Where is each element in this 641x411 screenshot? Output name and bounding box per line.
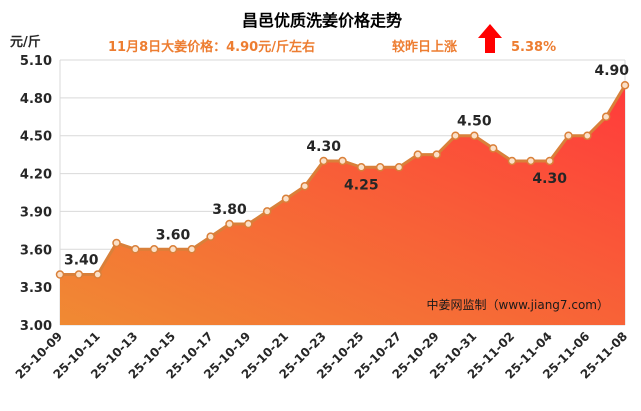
data-point xyxy=(601,112,611,122)
data-point xyxy=(470,131,479,140)
data-point xyxy=(583,131,592,140)
data-label: 4.30 xyxy=(306,139,341,155)
data-point xyxy=(545,156,554,166)
data-label: 3.80 xyxy=(212,202,247,218)
chart-title: 昌邑优质洗姜价格走势 xyxy=(242,11,402,30)
change-value: 5.38% xyxy=(511,40,556,55)
data-point xyxy=(300,181,310,191)
data-label: 3.60 xyxy=(156,227,191,243)
watermark: 中姜网监制（www.jiang7.com） xyxy=(427,297,609,312)
data-point xyxy=(262,207,272,216)
y-tick-label: 5.10 xyxy=(20,54,52,69)
data-point xyxy=(168,245,178,254)
data-labels: 3.40 3.60 3.80 4.30 4.25 4.50 4.30 4.90 xyxy=(64,63,629,268)
data-point xyxy=(413,150,423,159)
data-point xyxy=(620,80,630,90)
data-point xyxy=(244,219,253,229)
data-point xyxy=(225,219,234,229)
data-point xyxy=(112,238,121,248)
data-point xyxy=(451,131,460,140)
data-point xyxy=(526,156,536,166)
y-tick-label: 3.60 xyxy=(20,243,52,258)
data-point xyxy=(319,156,328,166)
data-point xyxy=(432,150,441,159)
data-point xyxy=(394,163,404,172)
data-point xyxy=(206,232,215,241)
y-tick-label: 4.80 xyxy=(20,92,52,107)
chart-subtitle: 11月8日大姜价格：4.90元/斤左右 xyxy=(108,39,315,55)
change-text: 较昨日上涨 xyxy=(392,39,457,55)
data-point xyxy=(488,144,498,153)
y-tick-label: 3.00 xyxy=(20,319,52,334)
markers xyxy=(55,80,630,279)
data-label: 4.90 xyxy=(594,63,629,79)
data-label: 4.30 xyxy=(532,171,567,187)
y-tick-label: 3.90 xyxy=(20,205,52,220)
data-point xyxy=(187,245,197,254)
data-label: 4.50 xyxy=(457,114,492,130)
y-tick-label: 3.30 xyxy=(20,281,52,296)
y-axis-unit: 元/斤 xyxy=(10,34,41,50)
data-point xyxy=(357,163,366,172)
y-tick-label: 4.50 xyxy=(20,130,52,145)
data-label: 4.25 xyxy=(344,177,379,193)
data-label: 3.40 xyxy=(64,253,99,269)
x-axis: 25-10-0925-10-1125-10-1325-10-1525-10-17… xyxy=(13,329,630,381)
data-point xyxy=(93,270,102,279)
data-point xyxy=(55,270,65,279)
data-point xyxy=(375,163,385,172)
area-fill xyxy=(60,85,625,325)
y-axis: 3.00 3.30 3.60 3.90 4.20 4.50 4.80 5.10 xyxy=(20,54,52,334)
up-arrow-icon xyxy=(478,24,502,53)
data-point xyxy=(564,131,573,140)
data-point xyxy=(74,270,84,279)
y-tick-label: 4.20 xyxy=(20,168,52,183)
data-point xyxy=(281,194,291,204)
data-point xyxy=(149,245,159,254)
data-point xyxy=(507,156,517,166)
data-point xyxy=(131,245,140,254)
area-path xyxy=(60,85,625,325)
data-point xyxy=(338,156,347,166)
